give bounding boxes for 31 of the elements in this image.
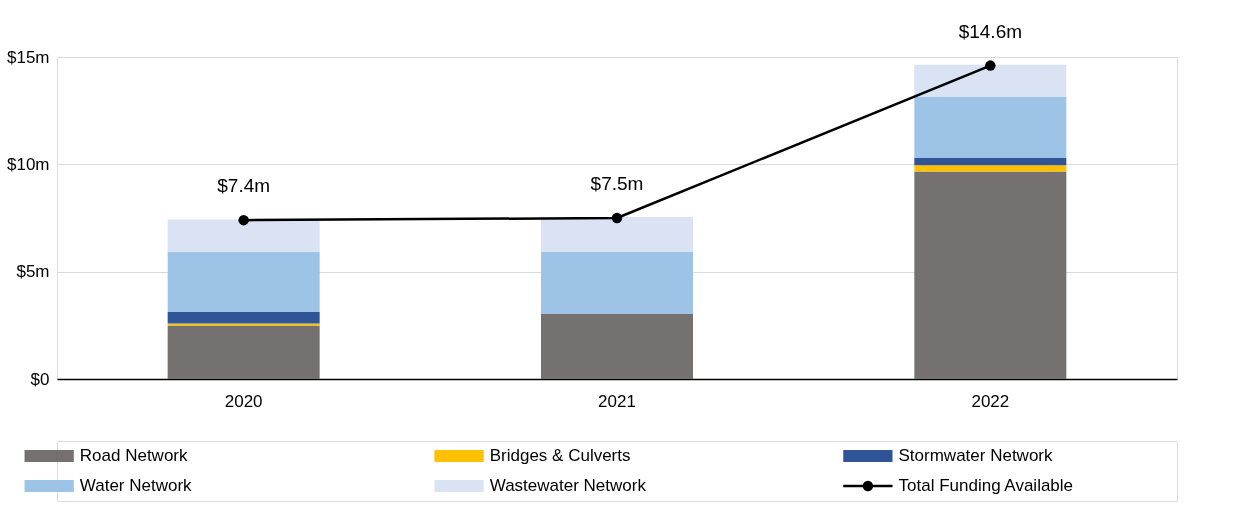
bar (541, 313, 693, 379)
bar (541, 216, 693, 252)
data-label: $7.4m (217, 175, 271, 197)
x-tick-label: 2020 (224, 391, 263, 411)
bar (914, 158, 1067, 166)
legend-label: Road Network (79, 446, 189, 465)
legend-label: Bridges & Culverts (489, 446, 631, 465)
y-tick-label: $0 (30, 369, 50, 389)
point (611, 212, 623, 224)
bar (167, 251, 320, 313)
bar (167, 325, 320, 379)
y-tick-label: $10m (6, 154, 50, 174)
legend-label: Wastewater Network (489, 476, 647, 495)
x-tick-label: 2021 (598, 391, 636, 411)
x-tick-label: 2022 (971, 391, 1010, 411)
bar (914, 171, 1067, 379)
legend-label: Stormwater Network (898, 446, 1053, 465)
bar (914, 165, 1067, 172)
legend-label: Water Network (79, 476, 193, 495)
data-label: $14.6m (958, 20, 1023, 42)
point (238, 214, 249, 226)
legend-label: Total Funding Available (898, 476, 1074, 495)
y-tick-label: $15m (6, 47, 50, 67)
point (985, 60, 996, 71)
bar (914, 64, 1067, 97)
bar (541, 251, 693, 314)
bar (167, 219, 320, 252)
y-tick-label: $5m (16, 262, 50, 282)
bar (167, 312, 320, 324)
data-label: $7.5m (590, 173, 644, 194)
bar (914, 96, 1067, 159)
